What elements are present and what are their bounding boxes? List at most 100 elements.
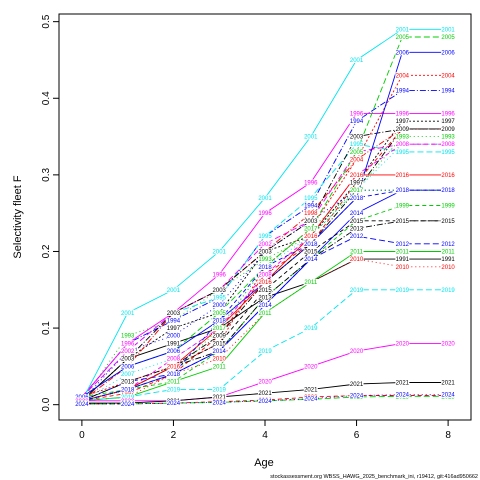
point-label-1999: 1999 xyxy=(396,204,410,210)
point-label-2013: 2013 xyxy=(350,226,364,232)
point-label-1996: 1996 xyxy=(213,272,227,278)
point-label-2005: 2005 xyxy=(441,35,455,41)
point-label-bg xyxy=(349,256,364,263)
point-label-bg xyxy=(395,256,410,263)
point-label-bg xyxy=(212,332,227,339)
point-label-bg xyxy=(212,348,227,355)
point-label-bg xyxy=(441,26,456,33)
point-label-2018: 2018 xyxy=(350,196,364,202)
point-label-bg xyxy=(212,248,227,255)
point-label-2020: 2020 xyxy=(441,341,455,347)
point-label-bg xyxy=(74,394,89,401)
point-label-2014: 2014 xyxy=(213,349,227,355)
point-label-bg xyxy=(349,56,364,63)
x-tick-label: 6 xyxy=(354,430,360,441)
point-label-1993: 1993 xyxy=(258,257,272,263)
point-label-2002: 2002 xyxy=(121,349,135,355)
y-tick-label: 0.3 xyxy=(41,167,52,181)
point-label-2009: 2009 xyxy=(441,127,455,133)
point-label-2003: 2003 xyxy=(213,288,227,294)
point-label-2011: 2011 xyxy=(350,249,364,255)
point-label-1994: 1994 xyxy=(396,89,410,95)
point-label-1996: 1996 xyxy=(121,341,135,347)
point-label-2006: 2006 xyxy=(167,349,181,355)
point-label-2004: 2004 xyxy=(396,73,410,79)
point-label-bg xyxy=(120,332,135,339)
point-label-2011: 2011 xyxy=(442,249,456,255)
point-label-bg xyxy=(349,179,364,186)
point-label-1995: 1995 xyxy=(213,295,227,301)
point-label-2002: 2002 xyxy=(258,242,272,248)
point-label-1993: 1993 xyxy=(121,334,135,340)
point-label-1991: 1991 xyxy=(396,257,410,263)
point-label-bg xyxy=(303,179,318,186)
point-label-bg xyxy=(441,202,456,209)
point-label-bg xyxy=(120,386,135,393)
point-label-2001: 2001 xyxy=(258,196,272,202)
point-label-bg xyxy=(258,271,272,278)
point-label-2003: 2003 xyxy=(121,357,135,363)
point-label-bg xyxy=(395,133,410,140)
point-label-bg xyxy=(441,72,456,79)
y-tick-label: 0.0 xyxy=(41,397,52,411)
point-label-bg xyxy=(303,233,318,240)
point-label-bg xyxy=(303,225,318,232)
point-label-1997: 1997 xyxy=(441,119,455,125)
point-label-1995: 1995 xyxy=(350,142,364,148)
point-label-bg xyxy=(349,225,364,232)
point-label-bg xyxy=(258,302,272,309)
point-label-bg xyxy=(395,263,410,270)
point-label-2016: 2016 xyxy=(304,234,318,240)
point-label-2018: 2018 xyxy=(167,372,181,378)
point-label-2019: 2019 xyxy=(167,387,181,393)
y-tick-label: 0.1 xyxy=(41,321,52,335)
point-label-bg xyxy=(441,118,456,125)
point-label-bg xyxy=(349,156,364,163)
point-label-bg xyxy=(166,386,181,393)
point-label-2005: 2005 xyxy=(350,150,364,156)
point-label-1995: 1995 xyxy=(441,150,455,156)
point-label-bg xyxy=(212,399,227,406)
point-label-bg xyxy=(212,386,227,393)
point-label-2011: 2011 xyxy=(396,249,410,255)
point-label-bg xyxy=(303,210,318,217)
point-label-2015: 2015 xyxy=(350,219,364,225)
point-label-2005: 2005 xyxy=(213,311,227,317)
point-label-2016: 2016 xyxy=(396,173,410,179)
point-label-2019: 2019 xyxy=(441,288,455,294)
point-label-bg xyxy=(303,133,318,140)
point-label-bg xyxy=(212,363,227,370)
point-label-2019: 2019 xyxy=(213,387,227,393)
point-label-bg xyxy=(258,248,272,255)
point-label-2005: 2005 xyxy=(396,35,410,41)
point-label-1997: 1997 xyxy=(396,119,410,125)
point-label-bg xyxy=(258,210,272,217)
point-label-bg xyxy=(395,26,410,33)
point-label-bg xyxy=(395,202,410,209)
point-label-2021: 2021 xyxy=(396,380,410,386)
point-label-bg xyxy=(120,309,135,316)
point-label-1997: 1997 xyxy=(350,181,364,187)
point-label-bg xyxy=(441,133,456,140)
x-tick-label: 8 xyxy=(445,430,451,441)
point-label-bg xyxy=(349,233,364,240)
point-label-bg xyxy=(212,309,227,316)
x-axis-title: Age xyxy=(254,457,274,469)
point-label-bg xyxy=(349,148,364,155)
point-label-2012: 2012 xyxy=(350,234,364,240)
point-label-bg xyxy=(166,400,181,407)
point-label-bg xyxy=(166,317,181,324)
point-label-bg xyxy=(212,286,227,293)
point-label-2004: 2004 xyxy=(441,73,455,79)
point-label-2008: 2008 xyxy=(167,357,181,363)
point-label-2017: 2017 xyxy=(350,188,364,194)
point-label-1994: 1994 xyxy=(441,89,455,95)
point-label-bg xyxy=(166,363,181,370)
point-label-1994: 1994 xyxy=(304,204,318,210)
point-label-2010: 2010 xyxy=(350,257,364,263)
point-label-2014: 2014 xyxy=(258,303,272,309)
point-label-2010: 2010 xyxy=(396,265,410,271)
point-label-2020: 2020 xyxy=(304,364,318,370)
point-label-bg xyxy=(441,187,456,194)
point-label-2014: 2014 xyxy=(304,257,318,263)
